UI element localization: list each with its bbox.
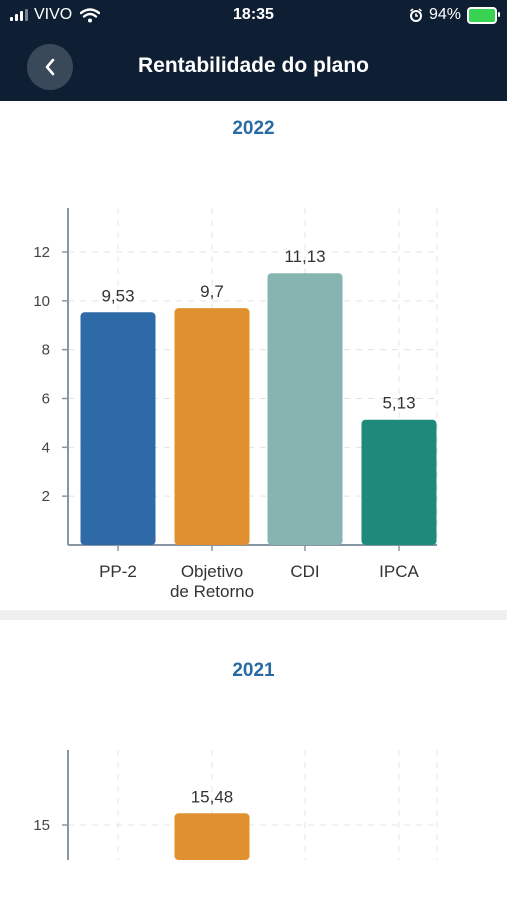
signal-icon [10,9,28,21]
x-tick-label: PP-2 [99,562,137,581]
section-year-2021: 2021 [232,660,275,681]
carrier-label: VIVO [34,6,73,23]
bar-1 [80,312,156,545]
data-label: 5,13 [382,394,415,413]
y-tick-label: 8 [42,342,50,359]
status-right: 94% [409,6,500,24]
bar-3 [267,273,343,545]
x-tick-label: de Retorno [170,582,254,601]
section-year-2022: 2022 [232,118,275,139]
y-tick-label: 6 [42,391,50,408]
status-bar: VIVO 18:35 94% [0,0,507,30]
data-label: 9,53 [101,286,134,305]
app-header: VIVO 18:35 94% Rentabilidade do plano [0,0,507,101]
nav-bar: Rentabilidade do plano [0,36,507,96]
data-label: 15,48 [191,787,234,806]
y-tick-label: 15 [33,817,50,834]
alarm-icon [409,8,422,22]
data-label: 9,7 [200,282,224,301]
section-divider [0,610,507,620]
x-tick-label: CDI [290,562,319,581]
x-tick-label: Objetivo [181,562,243,581]
battery-percent: 94% [428,6,461,23]
y-tick-label: 10 [33,293,50,310]
back-button[interactable] [27,44,73,90]
chevron-left-icon [45,58,55,76]
page-title: Rentabilidade do plano [137,54,369,77]
bar-chart-2021: 15 15,48 [33,750,438,860]
clock: 18:35 [233,6,274,23]
battery-charging-icon [467,6,500,24]
y-tick-label: 2 [42,488,50,505]
bar-4 [361,419,437,545]
bar-2 [174,813,250,860]
status-left: VIVO [10,6,101,24]
y-tick-label: 12 [33,244,50,261]
y-tick-label: 4 [42,439,50,456]
data-label: 11,13 [284,247,325,266]
bar-2 [174,308,250,545]
wifi-icon [80,7,101,22]
x-tick-label: IPCA [379,562,419,581]
